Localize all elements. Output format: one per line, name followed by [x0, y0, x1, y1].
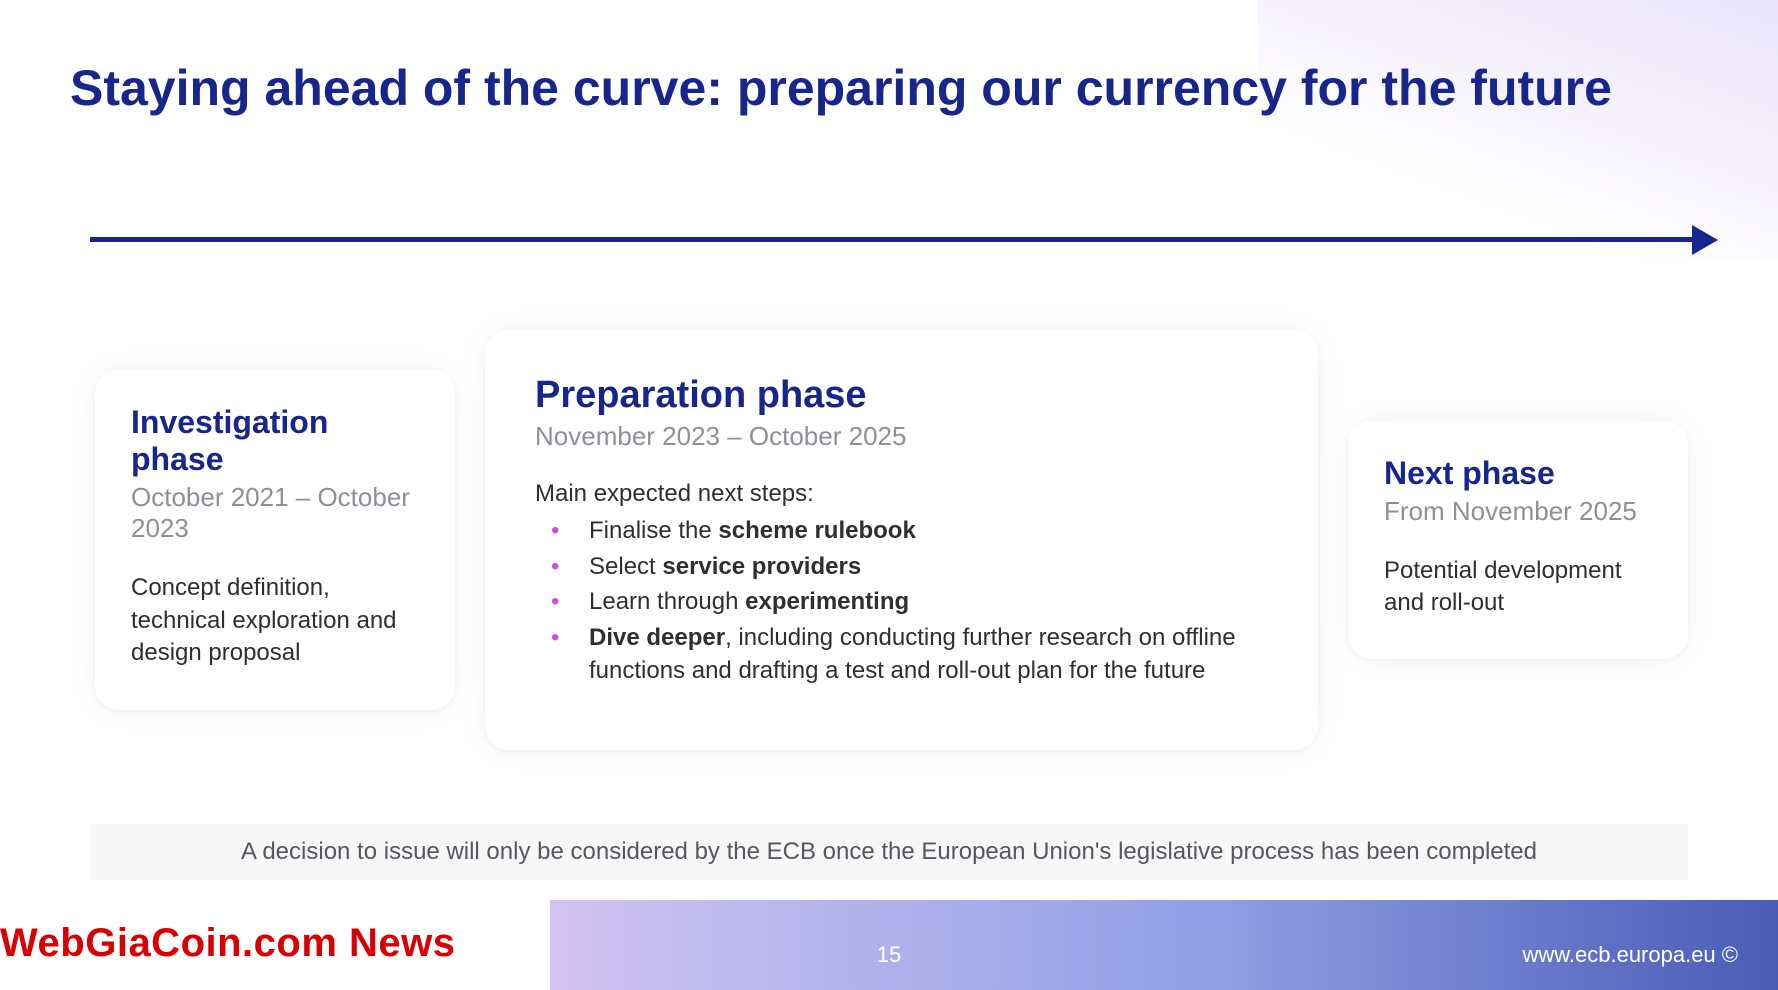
- steps-list: Finalise the scheme rulebook Select serv…: [535, 514, 1268, 688]
- phase-card-investigation: Investigation phase October 2021 – Octob…: [95, 370, 455, 709]
- list-item: Dive deeper, including conducting furthe…: [543, 621, 1268, 688]
- step-pre: Learn through: [589, 588, 745, 615]
- phase-dates: From November 2025: [1384, 496, 1652, 527]
- step-pre: Select: [589, 553, 662, 580]
- step-bold: scheme rulebook: [718, 517, 915, 544]
- list-item: Learn through experimenting: [543, 585, 1268, 619]
- phase-card-preparation: Preparation phase November 2023 – Octobe…: [485, 330, 1318, 750]
- phase-title: Preparation phase: [535, 374, 1268, 417]
- arrow-head-icon: [1692, 225, 1718, 255]
- phase-dates: October 2021 – October 2023: [131, 482, 419, 544]
- timeline-arrow: [90, 225, 1718, 255]
- phase-dates: November 2023 – October 2025: [535, 421, 1268, 452]
- step-bold: experimenting: [745, 588, 909, 615]
- phase-body: Concept definition, technical exploratio…: [131, 572, 419, 669]
- list-item: Select service providers: [543, 550, 1268, 584]
- phase-cards-row: Investigation phase October 2021 – Octob…: [95, 280, 1688, 800]
- page-number: 15: [0, 942, 1778, 968]
- bg-gradient-top-right: [1258, 0, 1778, 260]
- step-pre: Finalise the: [589, 517, 718, 544]
- phase-title: Investigation phase: [131, 404, 419, 478]
- phase-body: Potential development and roll-out: [1384, 555, 1652, 620]
- slide-title: Staying ahead of the curve: preparing ou…: [70, 60, 1612, 118]
- footer-url: www.ecb.europa.eu ©: [1522, 942, 1738, 968]
- phase-title: Next phase: [1384, 455, 1652, 492]
- footer-note: A decision to issue will only be conside…: [90, 824, 1688, 880]
- steps-label: Main expected next steps:: [535, 480, 1268, 508]
- phase-card-next: Next phase From November 2025 Potential …: [1348, 421, 1688, 660]
- arrow-line: [90, 237, 1696, 242]
- step-bold: Dive deeper: [589, 624, 725, 651]
- step-bold: service providers: [662, 553, 861, 580]
- list-item: Finalise the scheme rulebook: [543, 514, 1268, 548]
